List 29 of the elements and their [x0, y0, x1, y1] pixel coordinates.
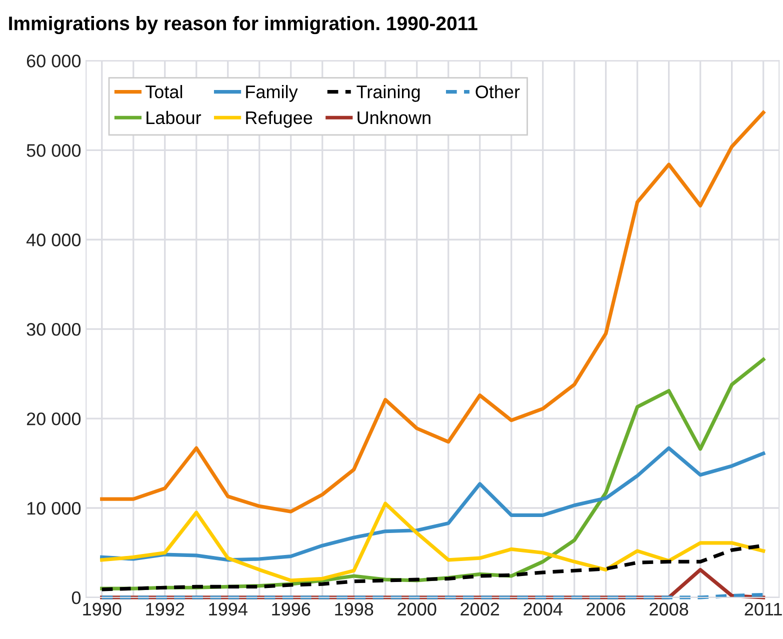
line-series [100, 446, 766, 562]
y-tick-label: 10 000 [27, 502, 81, 515]
line-series [100, 502, 766, 582]
x-tick-label: 2011 [744, 602, 782, 616]
x-tick-label: 2002 [460, 602, 500, 616]
y-tick-label: 20 000 [26, 412, 81, 426]
x-tick-label: 1990 [83, 602, 122, 616]
x-tick-label: 1992 [146, 602, 184, 616]
legend-label: Training [356, 85, 420, 102]
x-tick-label: 2008 [650, 602, 688, 616]
x-tick-label: 2000 [398, 602, 436, 616]
y-tick-label: 60 000 [26, 54, 81, 68]
y-tick-label: 0 [72, 591, 81, 604]
x-tick-label: 2004 [524, 602, 562, 616]
legend-label: Labour [146, 110, 202, 124]
x-tick-label: 2006 [586, 602, 626, 616]
x-tick-label: 1994 [209, 602, 248, 616]
x-tick-label: 1998 [335, 602, 374, 616]
legend-label: Other [476, 85, 520, 98]
y-tick-label: 30 000 [26, 323, 81, 336]
y-tick-label: 40 000 [26, 234, 81, 246]
line-series [100, 110, 766, 514]
y-tick-label: 50 000 [26, 144, 81, 157]
x-tick-label: 1996 [272, 602, 310, 616]
legend-label: Refugee [246, 110, 312, 128]
legend-label: Unknown [358, 110, 430, 124]
legend-label: Family [246, 85, 298, 102]
legend-label: Total [146, 85, 182, 98]
chart-title: Immigrations by reason for immigration. 1990-2011 [9, 16, 478, 34]
